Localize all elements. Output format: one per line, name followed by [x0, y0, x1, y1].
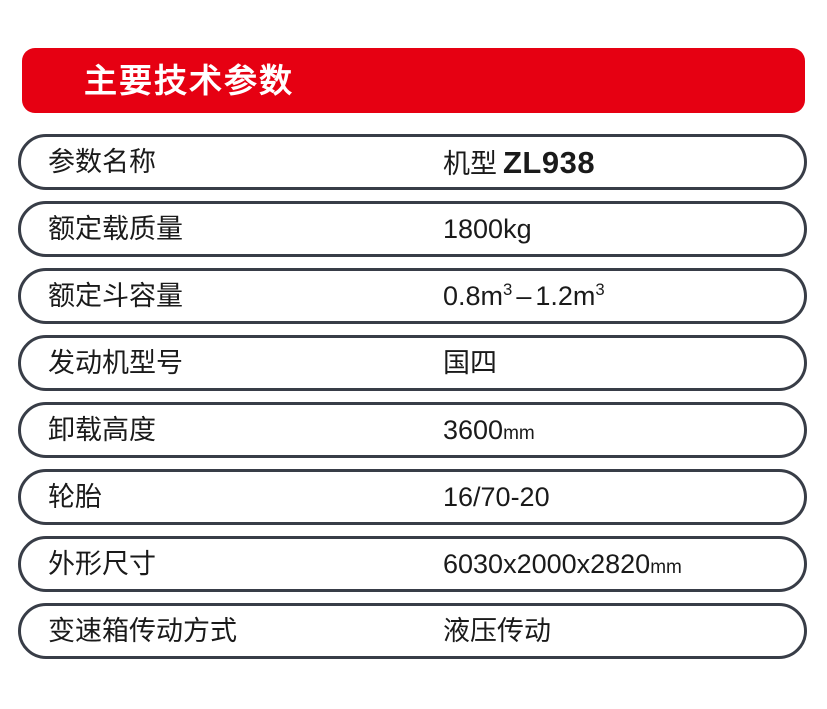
row-label-tyre: 轮胎: [48, 481, 102, 512]
row-label-bucket-capacity: 额定斗容量: [48, 280, 183, 311]
table-row-model: 参数名称 机型 ZL938: [18, 134, 807, 190]
parameter-table: 参数名称 机型 ZL938 额定载质量 1800kg 额定斗容量 0.8m3–1.…: [18, 134, 807, 659]
row-value-model: 机型 ZL938: [443, 147, 595, 178]
table-row-overall-dimensions: 外形尺寸 6030x2000x2820mm: [18, 536, 807, 592]
table-row-engine-model: 发动机型号 国四: [18, 335, 807, 391]
dump-height-number: 3600: [443, 414, 504, 445]
row-value-transmission: 液压传动: [443, 615, 551, 646]
row-value-dump-height: 3600mm: [443, 414, 535, 445]
section-header-banner: 主要技术参数: [22, 48, 805, 113]
table-row-dump-height: 卸载高度 3600mm: [18, 402, 807, 458]
row-label-overall-dimensions: 外形尺寸: [48, 548, 156, 579]
row-value-tyre: 16/70-20: [443, 481, 550, 512]
bucket-max-superscript: 3: [595, 279, 605, 299]
bucket-min-superscript: 3: [503, 279, 513, 299]
rated-load-number: 1800: [443, 213, 504, 244]
model-prefix-label: 机型: [443, 148, 497, 179]
dimensions-unit: mm: [650, 556, 682, 578]
table-row-bucket-capacity: 额定斗容量 0.8m3–1.2m3: [18, 268, 807, 324]
row-value-rated-load: 1800kg: [443, 213, 532, 244]
row-label-transmission: 变速箱传动方式: [48, 615, 237, 646]
table-row-tyre: 轮胎 16/70-20: [18, 469, 807, 525]
row-label-rated-load: 额定载质量: [48, 213, 183, 244]
row-label-dump-height: 卸载高度: [48, 414, 156, 445]
row-value-engine-model: 国四: [443, 347, 497, 378]
table-row-rated-load: 额定载质量 1800kg: [18, 201, 807, 257]
section-title: 主要技术参数: [84, 62, 294, 99]
dimensions-number: 6030x2000x2820: [443, 548, 651, 579]
bucket-min-value: 0.8m: [443, 280, 504, 311]
bucket-range-dash: –: [516, 280, 532, 311]
dump-height-unit: mm: [503, 422, 535, 444]
row-value-bucket-capacity: 0.8m3–1.2m3: [443, 279, 605, 311]
table-row-transmission: 变速箱传动方式 液压传动: [18, 603, 807, 659]
bucket-max-value: 1.2m: [535, 280, 596, 311]
row-label-engine-model: 发动机型号: [48, 347, 183, 378]
row-value-overall-dimensions: 6030x2000x2820mm: [443, 548, 682, 579]
model-code-value: ZL938: [503, 144, 596, 180]
rated-load-unit: kg: [503, 213, 532, 244]
row-label-parameter-name: 参数名称: [48, 146, 156, 177]
